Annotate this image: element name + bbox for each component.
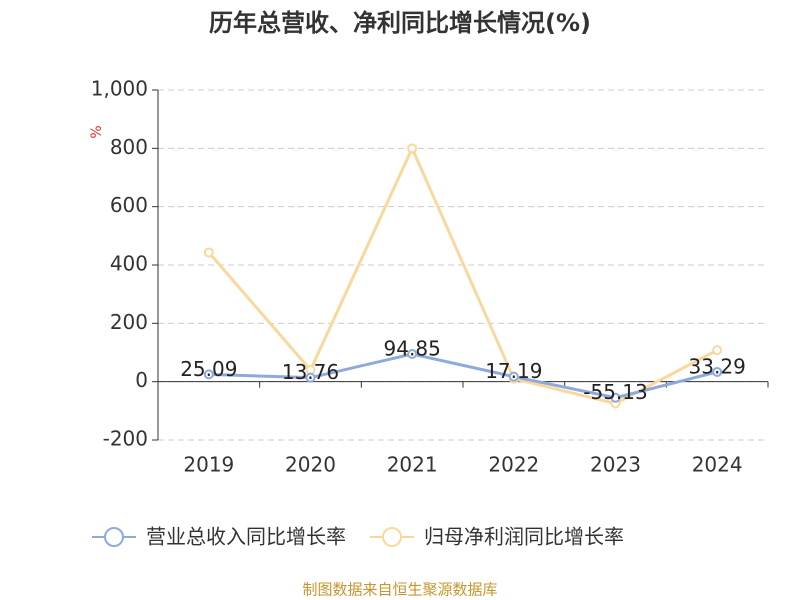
y-tick-label: -200 — [103, 427, 148, 451]
data-label: 17.19 — [485, 359, 542, 383]
y-axis-label: % — [89, 125, 105, 138]
y-tick-label: 1,000 — [91, 77, 148, 101]
y-tick-label: 400 — [110, 252, 148, 276]
data-point — [508, 371, 519, 382]
data-point — [407, 349, 418, 360]
legend-marker — [382, 527, 402, 547]
data-label: -55.13 — [583, 380, 647, 404]
y-tick-label: 800 — [110, 135, 148, 159]
x-tick-label: 2019 — [183, 453, 234, 477]
source-note: 制图数据来自恒生聚源数据库 — [302, 581, 497, 599]
x-tick-label: 2023 — [590, 453, 641, 477]
chart-title: 历年总营收、净利同比增长情况(%) — [209, 9, 591, 37]
x-tick-label: 2022 — [488, 453, 539, 477]
data-point — [610, 392, 621, 403]
data-point — [712, 366, 723, 377]
data-point — [712, 345, 723, 356]
data-label: 94.85 — [384, 337, 441, 361]
data-point — [203, 369, 214, 380]
legend-label: 营业总收入同比增长率 — [146, 525, 346, 549]
series-line — [208, 352, 718, 400]
data-label: 33.29 — [689, 354, 746, 378]
data-point — [305, 372, 316, 383]
y-tick-label: 600 — [110, 193, 148, 217]
legend-marker — [104, 527, 124, 547]
x-tick-label: 2024 — [692, 453, 743, 477]
data-label: 13.76 — [282, 360, 339, 384]
data-point — [407, 143, 418, 154]
y-tick-label: 200 — [110, 310, 148, 334]
data-point — [203, 247, 214, 258]
data-label: 25.09 — [180, 357, 237, 381]
x-tick-label: 2021 — [387, 453, 438, 477]
y-tick-label: 0 — [135, 368, 148, 392]
legend-label: 归母净利润同比增长率 — [424, 525, 624, 549]
x-tick-label: 2020 — [285, 453, 336, 477]
